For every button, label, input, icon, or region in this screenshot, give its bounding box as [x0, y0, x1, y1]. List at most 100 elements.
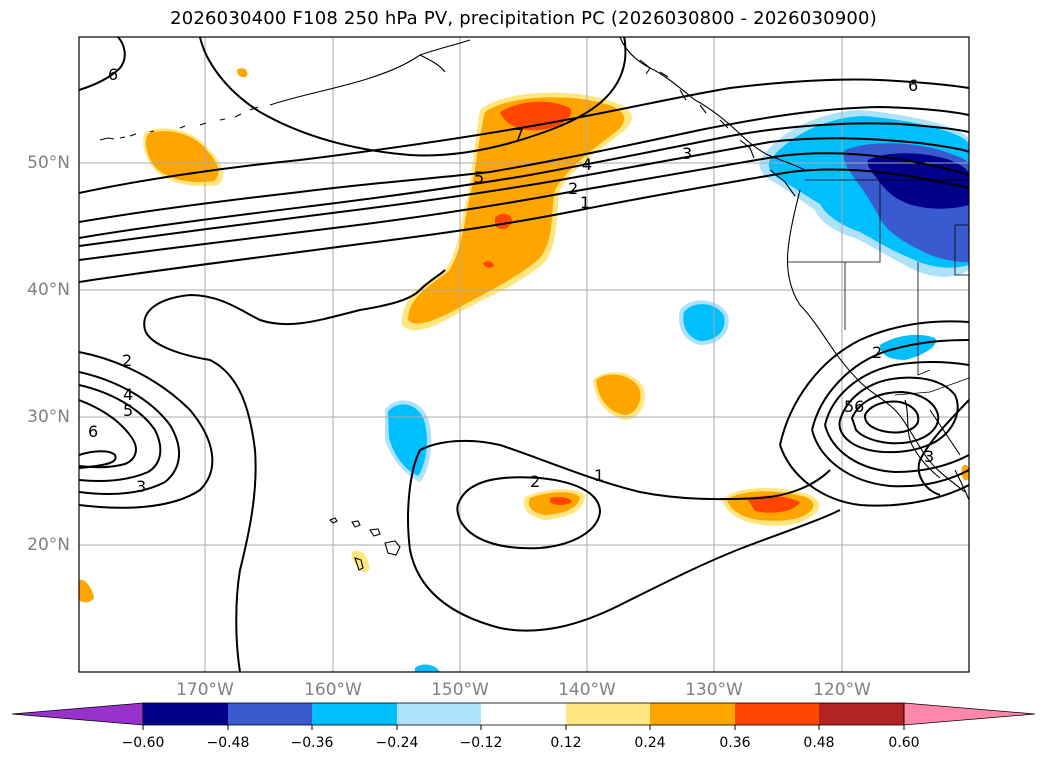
pv-contour-mid-1	[419, 439, 831, 501]
colorbar-bin-1	[143, 703, 228, 725]
colorbar-bin-5	[481, 703, 566, 725]
precip-plume-orange	[408, 97, 625, 324]
lon-label-160w: 160°W	[304, 680, 362, 700]
colorbar-tick-label: −0.12	[459, 735, 503, 751]
colorbar-bin-4	[397, 703, 481, 725]
pv-contour-4	[79, 122, 969, 239]
pv-contour-7-closed	[199, 37, 627, 157]
panhandle-coast	[619, 37, 806, 171]
colorbar-extend-left	[11, 702, 144, 726]
contour-label-17: 3	[924, 447, 934, 466]
colorbar-tick-label: 0.48	[803, 735, 835, 751]
contour-label-9: 4	[123, 385, 133, 404]
lat-label-20n: 20°N	[27, 535, 70, 555]
coastlines	[99, 37, 969, 571]
contour-label-3: 5	[474, 168, 484, 187]
colorbar-bin-3	[312, 703, 397, 725]
colorbar-bin-2	[228, 703, 312, 725]
hawaii-islands	[329, 517, 401, 571]
precip-plume-red-3	[483, 261, 494, 268]
precip-tiny-2	[351, 550, 370, 573]
pv-contour-east-1	[779, 320, 969, 446]
contour-label-12: 3	[136, 477, 146, 496]
colorbar-tick-label: 0.12	[550, 735, 582, 751]
contour-labels: 6 7 5 4 3 2 1 2 4 5 6 3 2 1 2 56 3 6	[88, 65, 934, 496]
pv-contour-east-2	[811, 339, 969, 488]
pv-contour-6-nw	[79, 37, 126, 91]
contour-label-4: 4	[582, 155, 592, 174]
colorbar	[11, 702, 1036, 730]
pv-contour-5	[79, 105, 969, 223]
contour-label-11: 6	[88, 422, 98, 441]
colorbar-tick-label: −0.36	[290, 735, 334, 751]
pv-contour-west-2	[79, 351, 214, 509]
pv-contour-1	[79, 168, 969, 283]
bc-islands	[639, 59, 796, 197]
state-border-3	[917, 262, 931, 376]
precip-south-blob-red	[550, 497, 572, 505]
pv-contour-west-4	[79, 371, 181, 496]
pv-contour-east-4	[838, 376, 959, 454]
precip-tiny-1	[237, 68, 248, 78]
contour-label-5: 3	[682, 144, 692, 163]
us-mexico-border	[894, 377, 969, 396]
colorbar-ticks	[142, 725, 905, 730]
contour-label-14: 1	[594, 466, 604, 485]
contour-label-1: 6	[908, 76, 918, 95]
graticule	[79, 37, 969, 672]
pv-contour-west-1	[143, 269, 446, 331]
alaska-coast	[269, 39, 471, 106]
contour-label-18: 6	[108, 65, 118, 84]
political-borders	[788, 179, 969, 396]
pv-contour-west-1b	[144, 329, 257, 672]
contour-label-7: 1	[580, 193, 590, 212]
contour-label-10: 5	[123, 401, 133, 420]
pv-contour-west-5	[79, 384, 162, 483]
pv-contour-west-6	[79, 399, 137, 469]
contour-label-16: 56	[844, 397, 864, 416]
pv-contour-east-arc	[917, 399, 969, 496]
map-title: 2026030400 F108 250 hPa PV, precipitatio…	[170, 8, 877, 29]
pv-contour-west-3	[79, 450, 117, 469]
lon-label-150w: 150°W	[431, 680, 489, 700]
us-west-coast	[786, 189, 896, 411]
pv-contours	[79, 37, 969, 672]
colorbar-tick-label: −0.60	[121, 735, 165, 751]
pv-contour-2	[79, 152, 969, 261]
colorbar-tick-label: 0.36	[719, 735, 751, 751]
colorbar-bin-7	[650, 703, 735, 725]
lat-label-30n: 30°N	[27, 407, 70, 427]
colorbar-frame	[142, 702, 905, 726]
contour-label-15: 2	[872, 343, 882, 362]
precip-east-blob-red	[748, 495, 800, 513]
pv-contour-east-1-lower	[779, 444, 969, 507]
colorbar-bin-6	[566, 703, 650, 725]
pv-contour-east-5	[850, 390, 940, 445]
precip-mid-blob	[596, 374, 641, 415]
baja-coast	[894, 399, 966, 493]
colorbar-bin-8	[735, 703, 819, 725]
contour-label-13: 2	[530, 472, 540, 491]
precip-nw-blob	[145, 131, 219, 183]
colorbar-bin-9	[819, 703, 904, 725]
contour-label-2: 7	[514, 125, 524, 144]
state-border-1	[788, 180, 881, 263]
colorbar-tick-label: 0.24	[634, 735, 666, 751]
colorbar-tick-label: −0.48	[206, 735, 250, 751]
lat-label-40n: 40°N	[27, 280, 70, 300]
lon-label-140w: 140°W	[558, 680, 616, 700]
map-frame	[78, 36, 970, 673]
mexico-coast	[929, 409, 969, 501]
colorbar-extend-right	[903, 702, 1036, 726]
precip-neg-sw	[880, 334, 936, 360]
contour-label-6: 2	[568, 179, 578, 198]
lon-label-170w: 170°W	[176, 680, 234, 700]
pv-contour-mid-2	[456, 476, 602, 550]
contour-label-8: 2	[122, 351, 132, 370]
lon-label-130w: 130°W	[685, 680, 743, 700]
lat-label-50n: 50°N	[27, 153, 70, 173]
lon-label-120w: 120°W	[813, 680, 871, 700]
pv-contour-mid-1-lower	[407, 449, 841, 632]
pv-contour-3	[79, 137, 969, 247]
